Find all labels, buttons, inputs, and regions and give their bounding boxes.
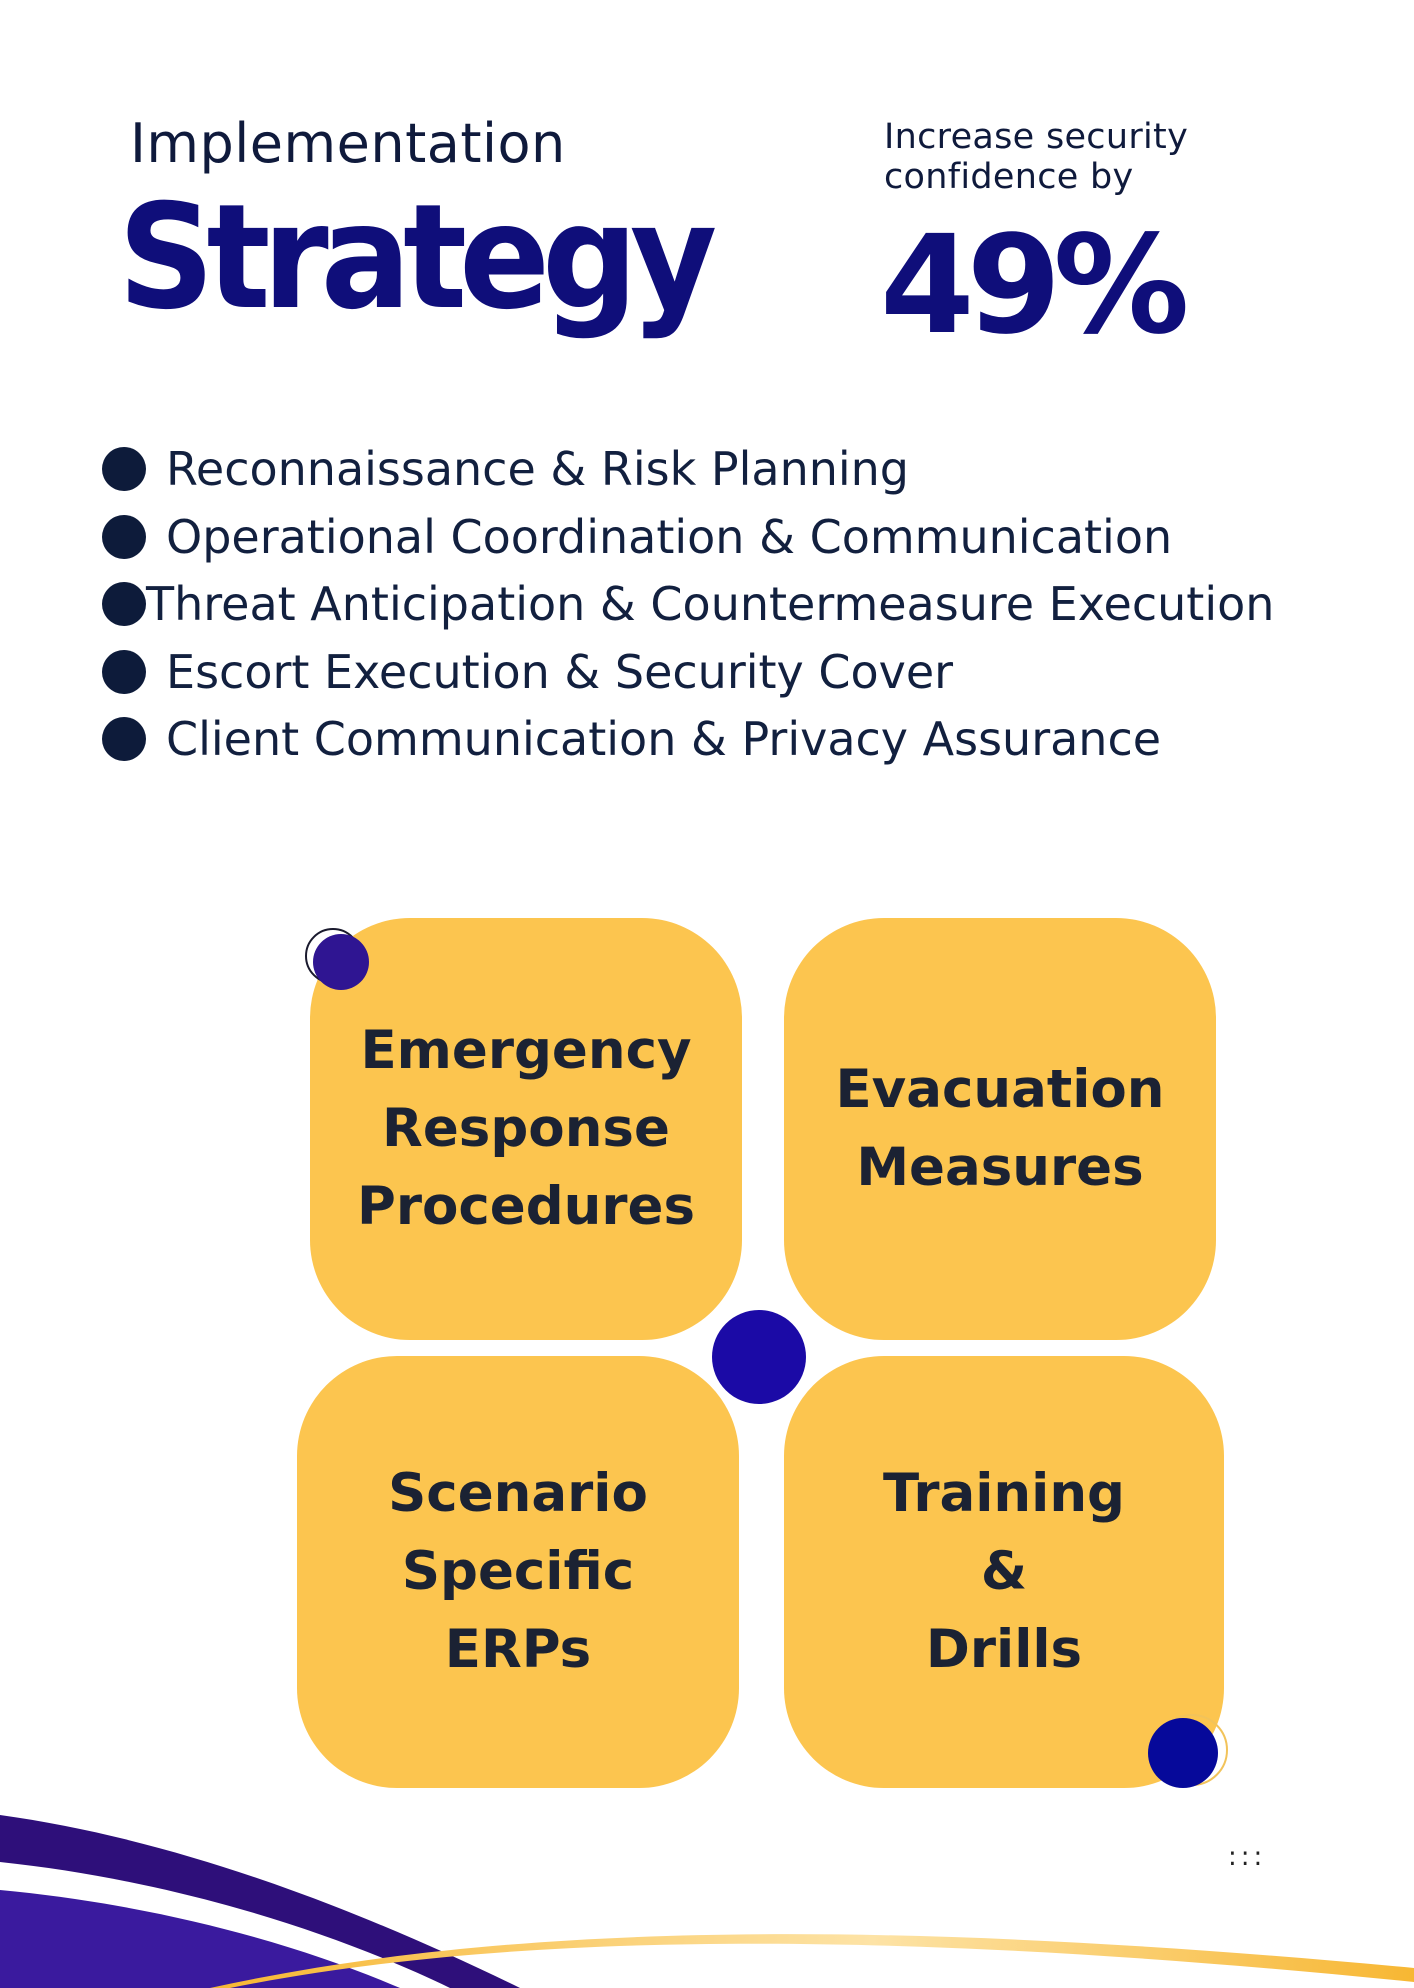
bullet-dot-icon bbox=[102, 582, 146, 626]
bottom-wave-decoration bbox=[0, 1815, 1414, 1988]
bullet-dot-icon bbox=[102, 649, 146, 694]
card-scenario-specific-erps: Scenario Specific ERPs bbox=[297, 1356, 739, 1788]
decorative-dot-top-left bbox=[313, 934, 369, 990]
bullet-item: Threat Anticipation & Countermeasure Exe… bbox=[102, 571, 1342, 639]
bullet-text: Reconnaissance & Risk Planning bbox=[166, 442, 910, 496]
bullet-text: Escort Execution & Security Cover bbox=[166, 644, 954, 699]
bullet-text: Operational Coordination & Communication bbox=[166, 509, 1173, 564]
decorative-dot-bottom-right bbox=[1148, 1718, 1218, 1788]
bullet-item: Escort Execution & Security Cover bbox=[102, 639, 1342, 707]
purple-wave-lower bbox=[0, 1890, 400, 1988]
dots-mark: ::: bbox=[1228, 1842, 1267, 1872]
bullet-item: Client Communication & Privacy Assurance bbox=[102, 706, 1342, 774]
card-label: Training & Drills bbox=[883, 1463, 1125, 1680]
strategy-title: Strategy bbox=[118, 173, 717, 342]
confidence-value: 49% bbox=[880, 207, 1190, 365]
bullet-item: Reconnaissance & Risk Planning bbox=[102, 436, 1342, 504]
card-evacuation-measures: Evacuation Measures bbox=[784, 918, 1216, 1340]
card-label: Emergency Response Procedures bbox=[356, 1020, 696, 1237]
bullet-item: Operational Coordination & Communication bbox=[102, 504, 1342, 572]
card-emergency-response: Emergency Response Procedures bbox=[310, 918, 742, 1340]
card-label: Evacuation Measures bbox=[835, 1059, 1165, 1198]
bullet-text: Threat Anticipation & Countermeasure Exe… bbox=[146, 577, 1275, 631]
bullet-dot-icon bbox=[102, 447, 146, 491]
card-label: Scenario Specific ERPs bbox=[388, 1463, 648, 1680]
implementation-label: Implementation bbox=[130, 112, 566, 175]
bullet-dot-icon bbox=[102, 514, 146, 559]
confidence-caption: Increase security confidence by bbox=[884, 117, 1189, 197]
bullet-text: Client Communication & Privacy Assurance bbox=[166, 712, 1162, 766]
card-training-drills: Training & Drills bbox=[784, 1356, 1224, 1788]
center-dot bbox=[712, 1310, 806, 1404]
gold-wave bbox=[210, 1934, 1414, 1988]
strategy-bullet-list: Reconnaissance & Risk Planning Operation… bbox=[102, 436, 1342, 774]
bullet-dot-icon bbox=[102, 717, 146, 761]
